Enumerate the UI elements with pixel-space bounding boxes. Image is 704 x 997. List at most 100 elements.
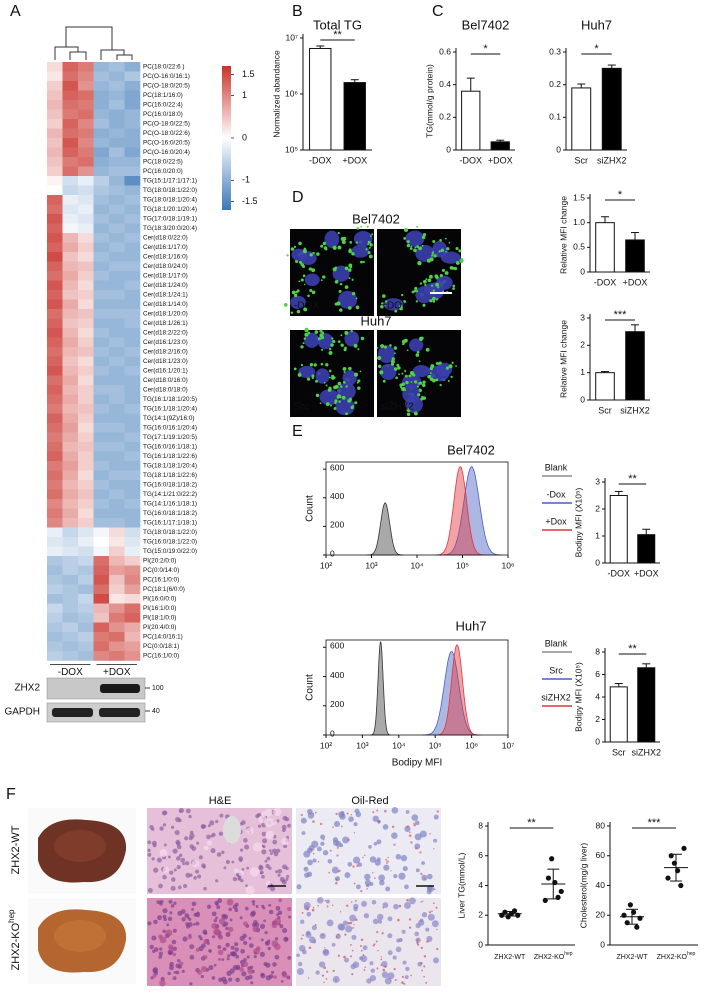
heatmap-cell [109,109,125,120]
cell [212,935,216,939]
lipid-droplet [455,365,457,368]
heatmap-cell [62,622,79,633]
cell [169,870,174,875]
y-axis-label: Relative MFI change [558,320,568,398]
heatmap-cell [109,584,125,595]
cell [303,866,309,872]
heatmap-cell [93,90,110,101]
cell [300,937,303,940]
cell [387,916,393,922]
cell [408,831,411,834]
cell [316,846,322,852]
lipid-droplet [340,385,343,388]
cell [240,848,244,852]
cell [354,808,360,814]
heatmap-cell [109,233,125,243]
heatmap-cell [47,337,63,348]
cell [255,904,259,908]
cell [370,968,376,973]
cell [192,923,196,926]
cell [382,906,385,909]
cell [173,868,177,872]
lipid-droplet [434,274,439,278]
cell [198,855,203,860]
heatmap-cell [93,423,110,433]
cell [385,858,388,861]
heatmap-cell [62,128,79,139]
cell [217,945,222,949]
image-label: Src [294,402,309,413]
bar [637,534,656,564]
heatmap-cell [62,565,79,576]
cell [222,923,226,927]
lipid-droplet [311,376,315,379]
heatmap-cell [78,252,94,262]
lipid-droplet [328,351,333,355]
heatmap-cell [78,480,94,490]
chart-title: Huh7 [581,17,612,32]
cell [285,866,289,870]
heatmap-cell [78,451,94,462]
heatmap-cell [124,109,141,120]
lipid-droplet [429,377,434,381]
cell [377,949,379,952]
image-label: siZHX2 [381,402,414,413]
cell [191,907,195,911]
lipid-droplet [384,304,387,307]
cell [420,872,423,876]
heatmap-cell [47,394,63,405]
lipid-droplet [428,279,432,282]
lipid-droplet [355,297,358,300]
cell [150,976,154,980]
cell [252,925,259,933]
cell [328,871,331,874]
heatmap-cell [78,299,94,310]
row-label: PC(18:0/22:5) [143,158,183,165]
lipid-droplet [306,377,311,381]
lipid-droplet [391,357,395,361]
lipid-droplet [444,271,449,275]
cell [229,918,233,922]
cell [181,969,185,973]
heatmap-cell [47,546,63,557]
lipid-droplet [339,282,343,286]
category-name: ZHX2-WT [494,954,526,961]
cell [162,929,166,933]
row-label: PI(18:1/0:0) [143,614,176,621]
cell [375,940,378,943]
heatmap-cell [109,461,125,471]
row-label: PC(16:1/0:0) [143,652,179,659]
cell [217,898,223,904]
lipid-droplet [302,342,305,345]
cell [249,911,256,917]
row-label: PI(16:0/0:0) [143,595,176,602]
heatmap-cell [124,556,141,566]
cell [162,914,167,919]
cell [404,825,411,832]
heatmap-cell [124,537,141,547]
heatmap-cell [47,166,63,177]
cell [384,977,392,985]
cell [177,910,183,916]
cell [206,840,213,846]
heatmap-cell [78,565,94,576]
cell [147,921,152,926]
cell [342,920,349,926]
cell [275,870,279,874]
cell [256,946,261,951]
y-tick-label: 0.1 [549,112,561,122]
cell [347,838,350,841]
heatmap-cell [47,385,63,395]
heatmap-cell [109,385,125,395]
y-tick-label: 0.2 [439,112,451,122]
cell [414,931,420,937]
heatmap-cell [124,337,141,348]
y-tick-label: 40 [596,880,606,890]
y-tick-label: 3 [595,476,600,486]
histology-image [296,807,441,895]
cell [427,873,433,880]
heatmap-cell [109,166,125,177]
nucleus [319,389,340,406]
cell [408,918,412,921]
cell [406,825,410,828]
